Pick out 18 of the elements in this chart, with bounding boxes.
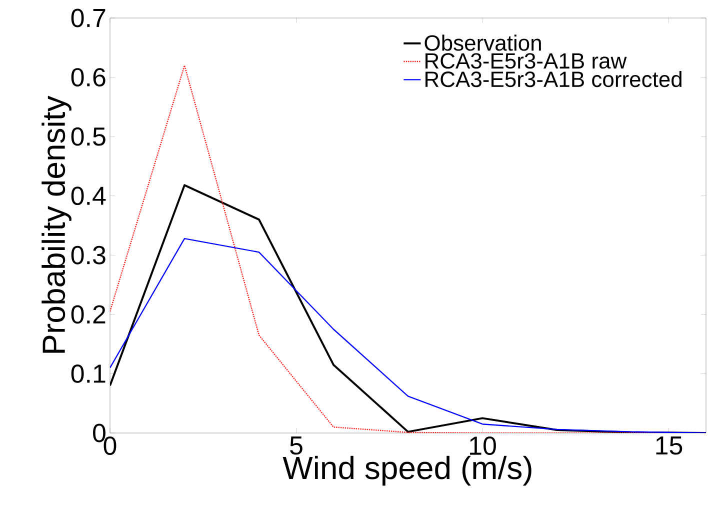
y-tick-label: 0.4 bbox=[71, 186, 106, 206]
x-tick-label: 10 bbox=[470, 436, 496, 455]
line-series bbox=[110, 184, 706, 433]
x-axis-title: Wind speed (m/s) bbox=[282, 456, 532, 486]
legend-label: RCA3-E5r3-A1B corrected bbox=[426, 70, 682, 88]
y-tick-label: 0.1 bbox=[71, 364, 106, 383]
legend-label: Observation bbox=[424, 34, 541, 51]
x-tick-label: 5 bbox=[290, 436, 302, 455]
legend-label: RCA3-E5r3-A1B raw bbox=[426, 53, 627, 69]
x-tick-label: 15 bbox=[656, 436, 682, 455]
y-axis-title: Probability density bbox=[42, 96, 72, 353]
y-tick-label: 0 bbox=[93, 424, 106, 442]
y-tick-label: 0.6 bbox=[71, 68, 106, 86]
y-tick-label: 0.3 bbox=[71, 246, 106, 264]
line-series bbox=[110, 238, 706, 433]
y-tick-label: 0.2 bbox=[71, 305, 106, 324]
y-tick-label: 0.5 bbox=[71, 127, 106, 146]
y-tick-label: 0.7 bbox=[71, 8, 106, 28]
